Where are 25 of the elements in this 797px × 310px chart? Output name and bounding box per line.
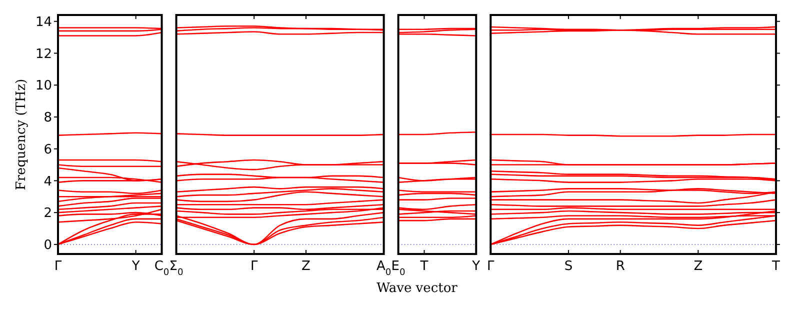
y-tick-label: 4: [44, 174, 52, 190]
x-tick-label: T: [419, 259, 428, 274]
x-tick-label: Y: [471, 259, 480, 274]
y-axis-title: Frequency (THz): [14, 78, 29, 190]
x-tick-label: Γ: [487, 259, 496, 274]
x-tick-label: Γ: [54, 259, 62, 274]
y-tick-label: 6: [44, 142, 52, 158]
x-tick-label: Σ$_{0}$: [169, 259, 184, 278]
x-axis-title: Wave vector: [376, 281, 458, 296]
x-tick-label: T: [771, 259, 780, 274]
y-tick-label: 14: [35, 14, 52, 30]
x-tick-label: C$_{0}$: [154, 259, 170, 278]
x-tick-label: R: [616, 259, 625, 274]
y-tick-label: 12: [35, 46, 52, 62]
y-tick-label: 10: [35, 78, 52, 94]
x-tick-label: E$_{0}$: [391, 259, 406, 278]
x-tick-label: S: [564, 259, 573, 274]
x-tick-label: Z: [302, 259, 311, 274]
y-tick-label: 2: [44, 206, 52, 222]
y-tick-label: 0: [44, 238, 52, 253]
x-tick-label: Y: [130, 259, 140, 274]
x-tick-label: Γ: [250, 259, 258, 274]
y-tick-label: 8: [44, 110, 52, 126]
x-tick-label: A$_{0}$: [376, 259, 392, 278]
x-tick-label: Z: [694, 259, 703, 274]
